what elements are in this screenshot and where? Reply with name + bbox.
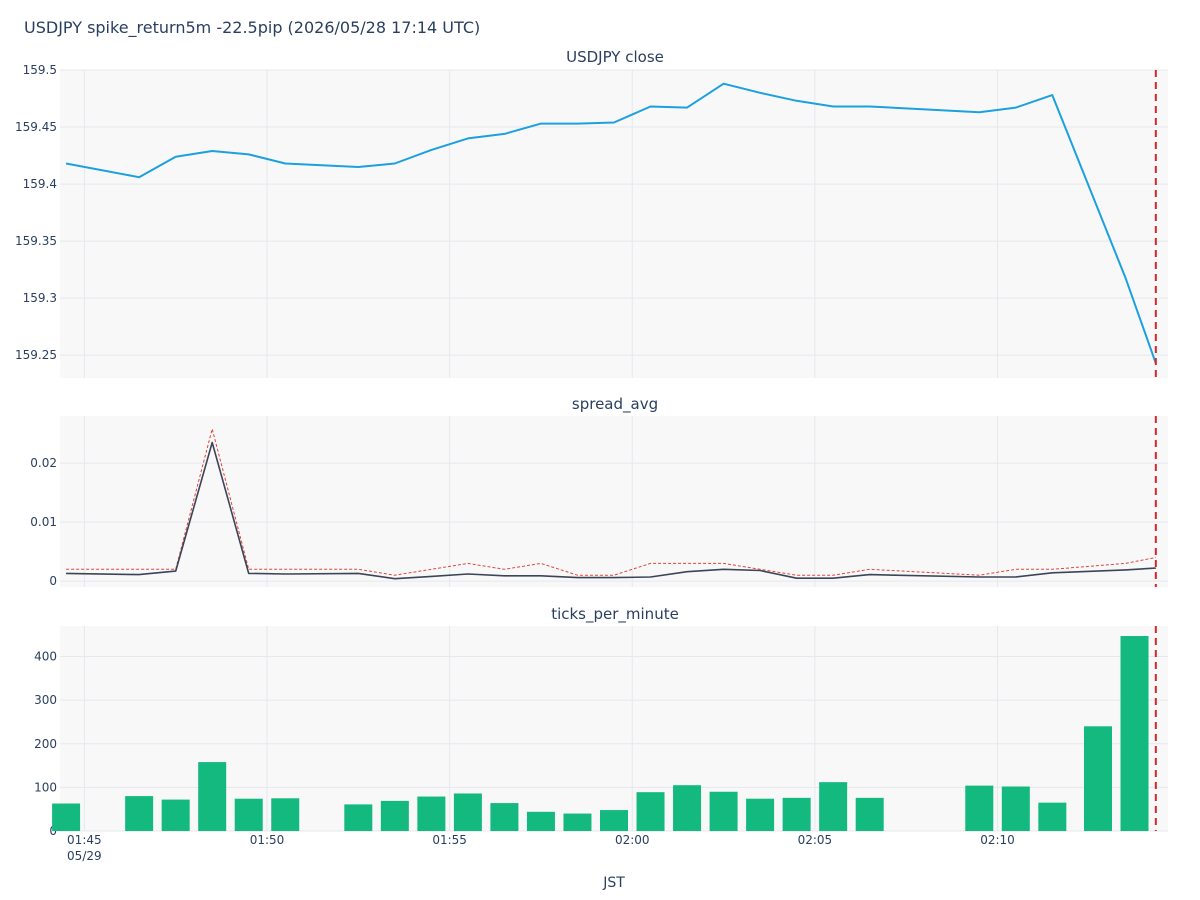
bar xyxy=(198,762,227,831)
bar xyxy=(161,799,190,831)
spread-avg-line xyxy=(66,441,1156,580)
bar xyxy=(380,800,409,831)
x-tick-label: 01:50 xyxy=(250,833,285,847)
x-axis: 01:45 05/29 01:50 01:55 02:00 02:05 02:10 JST xyxy=(67,833,1015,891)
bar xyxy=(673,785,702,831)
bar xyxy=(855,797,884,831)
x-tick-label: 02:00 xyxy=(615,833,650,847)
bar xyxy=(965,785,994,831)
plot-area xyxy=(60,416,1168,587)
y-tick-label: 159.5 xyxy=(23,63,57,77)
x-tick-sublabel: 05/29 xyxy=(67,849,102,863)
x-axis-title: JST xyxy=(602,875,625,891)
bar xyxy=(746,798,775,831)
x-tick-label: 02:05 xyxy=(798,833,833,847)
close-price-panel: 159.25 159.3 159.35 159.4 159.45 159.5 USDJPY … xyxy=(15,48,1168,378)
bar xyxy=(52,803,81,831)
y-tick-label: 0.02 xyxy=(30,456,57,470)
y-tick-label: 100 xyxy=(34,780,57,794)
x-tick-label: 01:45 xyxy=(67,833,102,847)
y-tick-label: 200 xyxy=(34,737,57,751)
y-tick-label: 159.45 xyxy=(15,120,57,134)
y-tick-label: 400 xyxy=(34,650,57,664)
close-price-line xyxy=(65,82,1157,364)
x-tick-label: 02:10 xyxy=(980,833,1015,847)
y-tick-label: 0.01 xyxy=(30,515,57,529)
bar xyxy=(344,804,373,831)
subplot-title: USDJPY close xyxy=(566,48,664,66)
y-tick-label: 159.4 xyxy=(23,177,57,191)
bar xyxy=(1001,786,1030,831)
plot-area xyxy=(60,70,1168,378)
ticks-panel: 0100200300400ticks_per_minute xyxy=(34,605,1168,838)
bar xyxy=(271,798,300,831)
subplot-title: spread_avg xyxy=(572,395,658,414)
bar xyxy=(526,811,555,831)
bar xyxy=(1038,802,1067,831)
bar xyxy=(234,798,263,831)
bar xyxy=(563,813,592,831)
bar xyxy=(417,796,446,831)
bar xyxy=(600,810,628,831)
figure-title: USDJPY spike_return5m -22.5pip (2026/05/… xyxy=(24,18,481,37)
spread-reference-line xyxy=(66,428,1156,576)
bar xyxy=(125,796,154,831)
bar xyxy=(819,782,848,831)
spread-panel: 0 0.01 0.02 spread_avg xyxy=(30,395,1168,588)
bar xyxy=(636,792,665,831)
y-tick-label: 159.3 xyxy=(23,291,57,305)
bar xyxy=(709,791,738,831)
bar xyxy=(1083,726,1112,831)
bar xyxy=(782,797,811,831)
bar xyxy=(490,803,519,831)
y-tick-label: 159.25 xyxy=(15,348,57,362)
x-tick-label: 01:55 xyxy=(432,833,467,847)
subplot-title: ticks_per_minute xyxy=(551,605,679,624)
bar xyxy=(1120,636,1149,831)
bar xyxy=(453,793,482,831)
y-tick-label: 0 xyxy=(49,574,57,588)
y-tick-label: 159.35 xyxy=(15,234,57,248)
y-tick-label: 300 xyxy=(34,693,57,707)
